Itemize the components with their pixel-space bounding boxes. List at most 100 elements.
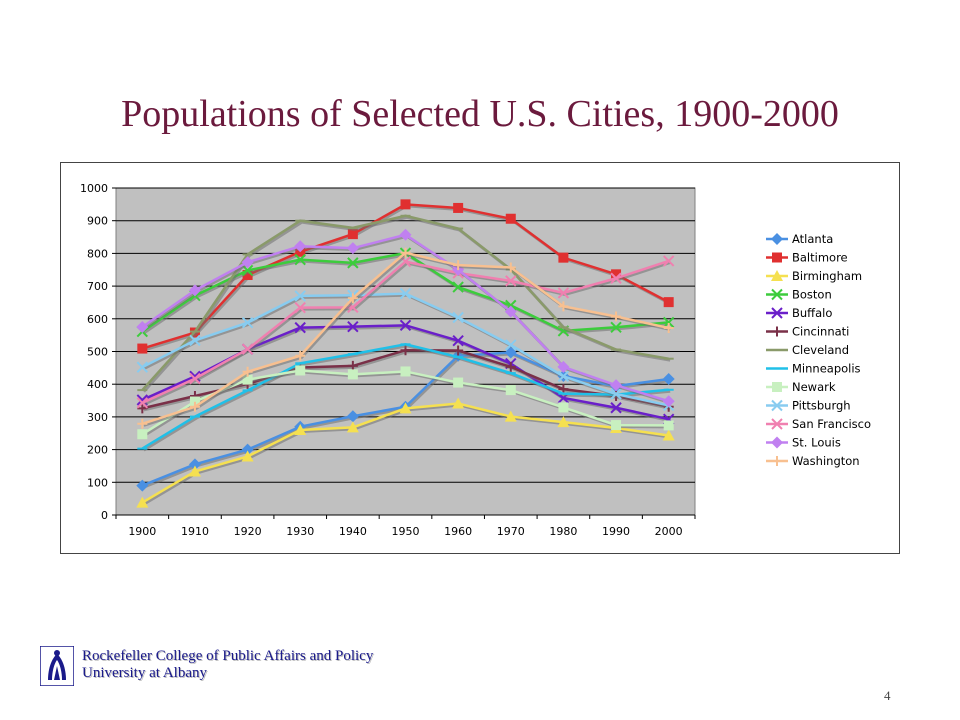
footer-line-2: University at Albany (82, 665, 207, 681)
y-tick-label: 500 (87, 346, 108, 359)
data-point-washington (189, 401, 200, 412)
data-point-boston (294, 253, 306, 266)
population-line-chart: 0 100 200 300 400 500 600 700 800 900 1000 1900 1910… (80, 182, 871, 538)
data-point-cincinnati (505, 361, 516, 372)
data-point-san-francisco (136, 397, 149, 409)
y-tick-label: 200 (87, 444, 108, 457)
data-point-st-louis (662, 395, 675, 408)
x-tick-label: 1960 (444, 525, 472, 538)
data-point-cincinnati (137, 403, 148, 414)
data-point-atlanta (188, 458, 201, 471)
data-point-boston (662, 316, 675, 329)
data-point-baltimore (137, 343, 148, 354)
y-tick-label: 800 (87, 247, 108, 260)
legend-marker-washington (772, 456, 782, 466)
data-point-birmingham (399, 402, 412, 414)
data-point-birmingham (294, 423, 307, 435)
legend-marker-buffalo (771, 307, 783, 319)
legend-label-newark: Newark (792, 380, 836, 394)
data-point-atlanta (504, 346, 517, 359)
data-point-washington (347, 293, 358, 304)
data-point-washington (242, 366, 253, 377)
x-tick-label: 1940 (339, 525, 367, 538)
data-point-san-francisco (610, 272, 622, 284)
chart-frame: 0 100 200 300 400 500 600 700 800 900 1000 1900 1910… (60, 162, 900, 554)
x-tick-label: 1970 (497, 525, 525, 538)
legend-marker-newark (772, 382, 782, 392)
data-point-buffalo (399, 319, 412, 332)
data-point-pittsburgh (189, 334, 201, 347)
data-point-pittsburgh (294, 290, 306, 302)
legend-marker-st-louis (771, 436, 783, 449)
data-point-baltimore (242, 269, 253, 280)
legend-label-pittsburgh: Pittsburgh (792, 399, 851, 413)
y-tick-label: 900 (87, 215, 108, 228)
data-point-buffalo (294, 321, 306, 334)
data-point-newark (347, 369, 358, 380)
data-point-baltimore (453, 202, 464, 213)
x-tick-label: 1900 (128, 525, 156, 538)
rockefeller-college-logo-icon (40, 646, 74, 686)
data-point-birmingham (241, 450, 254, 462)
data-point-birmingham (452, 397, 465, 409)
data-point-newark (505, 385, 516, 396)
data-point-newark (242, 374, 253, 385)
y-tick-label: 300 (87, 411, 108, 424)
data-point-pittsburgh (505, 339, 517, 351)
data-point-boston (452, 281, 464, 293)
data-point-birmingham (504, 410, 517, 422)
data-point-buffalo (610, 402, 622, 414)
data-point-newark (558, 402, 569, 413)
data-point-washington (453, 260, 464, 271)
data-point-san-francisco (662, 255, 675, 267)
data-point-atlanta (662, 372, 675, 385)
data-point-washington (400, 247, 411, 258)
data-point-baltimore (663, 297, 674, 308)
data-point-st-louis (557, 360, 570, 373)
data-point-st-louis (188, 284, 201, 297)
y-tick-label: 0 (101, 509, 108, 522)
data-point-san-francisco (505, 275, 517, 287)
data-point-st-louis (610, 379, 623, 392)
data-point-birmingham (136, 496, 149, 508)
legend-label-birmingham: Birmingham (792, 269, 862, 283)
data-point-buffalo (347, 320, 359, 333)
data-point-cincinnati (347, 360, 358, 371)
data-point-san-francisco (189, 372, 201, 385)
data-point-newark (611, 420, 622, 431)
data-point-baltimore (505, 213, 516, 224)
data-point-baltimore (558, 252, 569, 263)
legend-label-buffalo: Buffalo (792, 306, 832, 320)
data-point-newark (663, 420, 674, 431)
data-point-st-louis (136, 320, 149, 333)
data-point-pittsburgh (399, 287, 412, 300)
data-point-birmingham (188, 465, 201, 477)
legend-marker-san-francisco (771, 418, 783, 430)
x-tick-label: 1930 (286, 525, 314, 538)
data-point-washington (137, 418, 148, 429)
data-point-st-louis (346, 242, 359, 255)
data-point-st-louis (294, 240, 307, 253)
data-point-newark (295, 365, 306, 376)
legend-label-atlanta: Atlanta (792, 232, 833, 246)
data-point-pittsburgh (452, 311, 464, 324)
data-point-birmingham (662, 429, 675, 441)
y-tick-label: 1000 (80, 182, 108, 195)
x-tick-label: 1990 (602, 525, 630, 538)
data-point-atlanta (241, 443, 254, 456)
legend-label-cincinnati: Cincinnati (792, 325, 849, 339)
x-tick-label: 1910 (181, 525, 209, 538)
data-point-pittsburgh (557, 370, 570, 383)
legend-marker-boston (771, 288, 783, 301)
y-tick-label: 100 (87, 476, 108, 489)
x-tick-label: 1980 (549, 525, 577, 538)
legend-label-washington: Washington (792, 454, 860, 468)
legend-marker-pittsburgh (771, 399, 783, 412)
data-point-boston (347, 257, 359, 269)
slide-title: Populations of Selected U.S. Cities, 190… (121, 93, 839, 135)
data-point-washington (611, 311, 622, 322)
data-point-baltimore (611, 269, 622, 280)
legend-marker-birmingham (771, 270, 783, 281)
y-tick-label: 700 (87, 280, 108, 293)
data-point-san-francisco (294, 301, 306, 314)
